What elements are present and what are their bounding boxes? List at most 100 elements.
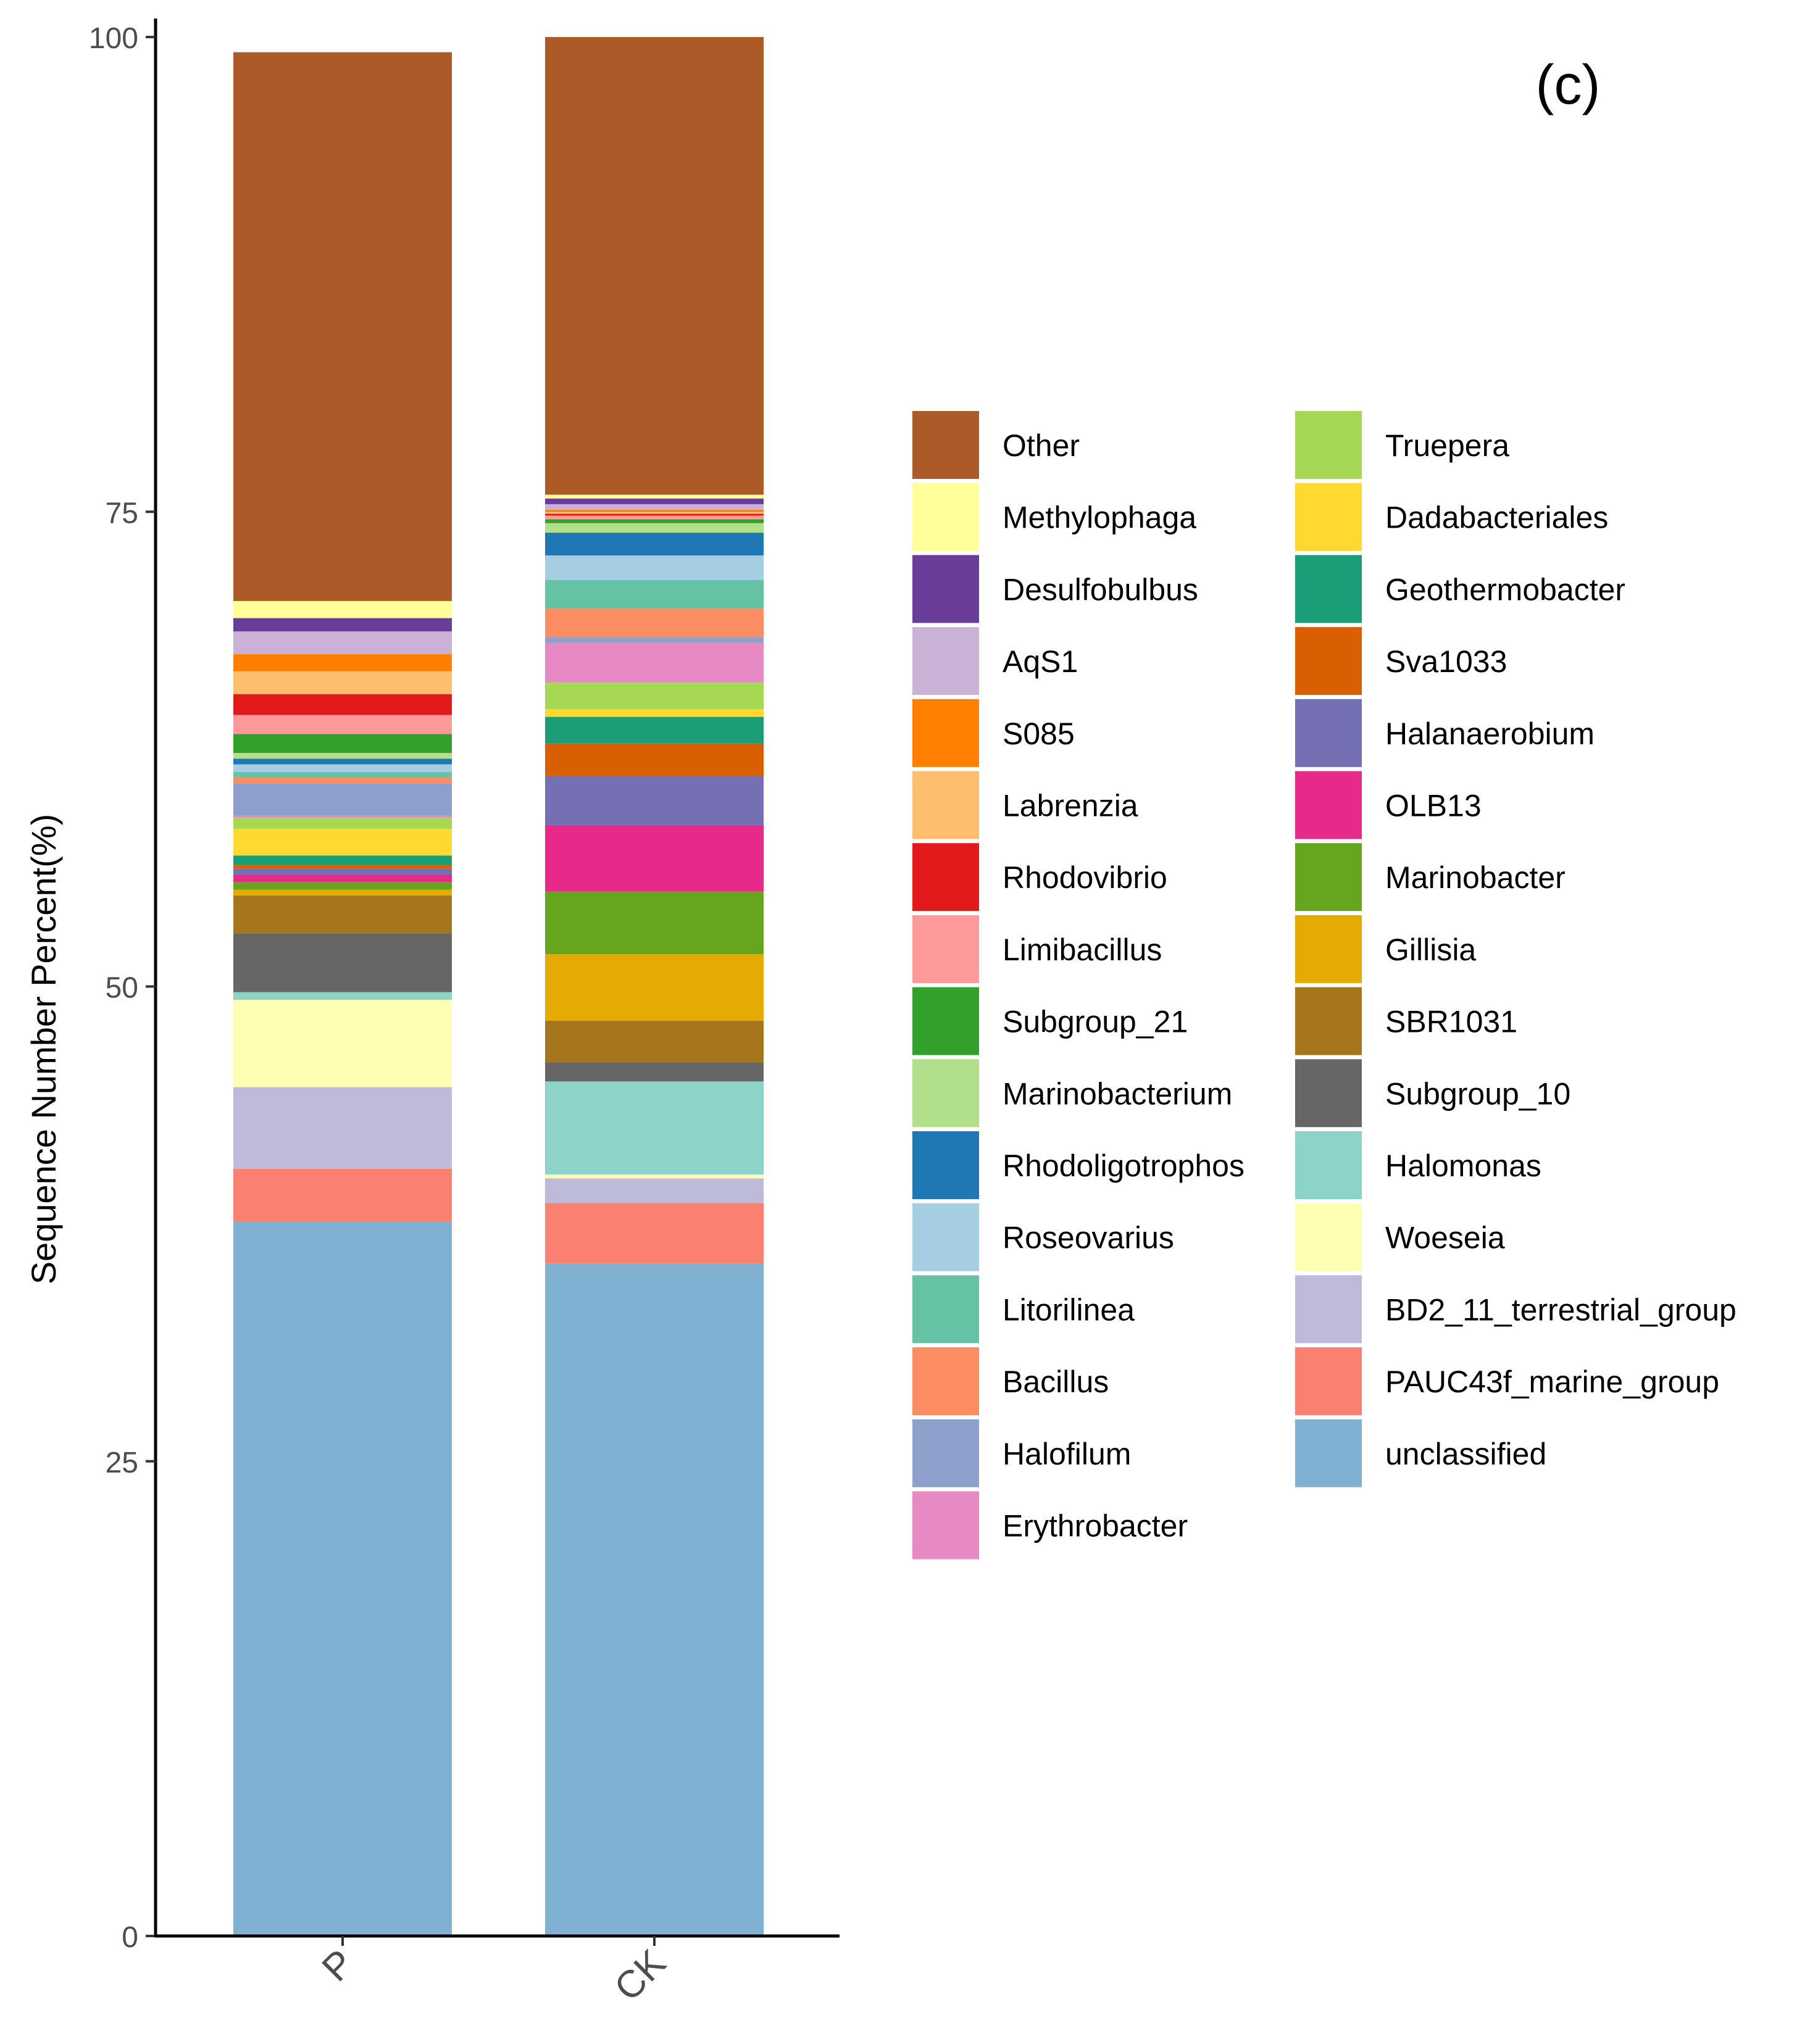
legend-key-sbr1031 xyxy=(1295,987,1362,1055)
legend-key-olb13 xyxy=(1295,771,1362,839)
legend-key-dadabacteriales xyxy=(1295,483,1362,551)
legend-label-unclassified: unclassified xyxy=(1385,1437,1546,1471)
bar-segment-p-litorilinea xyxy=(233,771,452,778)
bar-segment-ck-gillisia xyxy=(545,954,764,1021)
legend-label-geothermobacter: Geothermobacter xyxy=(1385,572,1625,607)
legend-label-methylophaga: Methylophaga xyxy=(1003,501,1196,535)
bar-segment-p-sbr1031 xyxy=(233,895,452,934)
legend-key-methylophaga xyxy=(912,483,979,551)
legend-key-roseovarius xyxy=(912,1203,979,1271)
bar-segment-ck-unclassified xyxy=(545,1263,764,1936)
legend-key-erythrobacter xyxy=(912,1491,979,1560)
bar-segment-ck-dadabacteriales xyxy=(545,709,764,717)
legend-key-subgroup-10 xyxy=(1295,1059,1362,1128)
bar-segment-ck-sva1033 xyxy=(545,743,764,776)
x-tick-label-ck: CK xyxy=(606,1942,674,2009)
legend-label-subgroup-21: Subgroup_21 xyxy=(1003,1005,1188,1039)
bar-segment-p-s085 xyxy=(233,654,452,671)
bar-segment-ck-marinobacter xyxy=(545,891,764,955)
legend-key-subgroup-21 xyxy=(912,987,979,1055)
bar-segment-ck-erythrobacter xyxy=(545,642,764,683)
bar-segment-ck-halanaerobium xyxy=(545,775,764,825)
bar-segment-p-halanaerobium xyxy=(233,868,452,875)
legend-key-limibacillus xyxy=(912,915,979,983)
legend-label-erythrobacter: Erythrobacter xyxy=(1003,1509,1188,1543)
legend-label-other: Other xyxy=(1003,428,1080,463)
legend-label-labrenzia: Labrenzia xyxy=(1003,789,1138,823)
bar-segment-ck-other xyxy=(545,37,764,495)
bar-segment-ck-halofilum xyxy=(545,637,764,643)
bar-segment-ck-bacillus xyxy=(545,609,764,638)
bar-segment-ck-limibacillus xyxy=(545,515,764,520)
legend-key-rhodoligotrophos xyxy=(912,1131,979,1199)
y-tick-label: 75 xyxy=(106,497,138,530)
legend-label-roseovarius: Roseovarius xyxy=(1003,1221,1174,1255)
y-tick-label: 50 xyxy=(106,972,138,1005)
bar-segment-ck-pauc43f-marine-group xyxy=(545,1203,764,1264)
bar-segment-p-bacillus xyxy=(233,778,452,784)
legend-key-litorilinea xyxy=(912,1275,979,1344)
legend-key-s085 xyxy=(912,699,979,767)
panel-label: (c) xyxy=(1536,54,1601,116)
legend-label-olb13: OLB13 xyxy=(1385,789,1482,823)
bar-segment-p-gillisia xyxy=(233,889,452,895)
bar-segment-p-rhodoligotrophos xyxy=(233,758,452,765)
bar-segment-ck-rhodoligotrophos xyxy=(545,533,764,556)
bar-segment-ck-olb13 xyxy=(545,825,764,892)
legend-label-marinobacterium: Marinobacterium xyxy=(1003,1076,1232,1111)
bar-segment-ck-woeseia xyxy=(545,1174,764,1179)
y-axis-title: Sequence Number Percent(%) xyxy=(24,814,63,1285)
bar-segment-p-subgroup-10 xyxy=(233,933,452,992)
legend-label-rhodoligotrophos: Rhodoligotrophos xyxy=(1003,1149,1245,1183)
legend-key-truepera xyxy=(1295,411,1362,479)
bar-segment-p-truepera xyxy=(233,817,452,829)
bar-segment-ck-halomonas xyxy=(545,1081,764,1175)
legend-label-aqs1: AqS1 xyxy=(1003,644,1078,679)
legend: Other Methylophaga Desulfobulbus AqS1 S085 La… xyxy=(912,411,1737,1560)
y-tick-label: 100 xyxy=(89,22,138,55)
legend-key-woeseia xyxy=(1295,1203,1362,1271)
legend-label-limibacillus: Limibacillus xyxy=(1003,933,1162,967)
legend-label-halanaerobium: Halanaerobium xyxy=(1385,717,1595,751)
legend-label-desulfobulbus: Desulfobulbus xyxy=(1003,572,1198,607)
legend-key-bacillus xyxy=(912,1347,979,1416)
legend-label-rhodovibrio: Rhodovibrio xyxy=(1003,860,1167,895)
legend-label-halomonas: Halomonas xyxy=(1385,1149,1541,1183)
bar-segment-p-olb13 xyxy=(233,874,452,883)
y-tick-label: 25 xyxy=(106,1447,138,1479)
legend-key-marinobacter xyxy=(1295,843,1362,912)
bar-segment-p-aqs1 xyxy=(233,631,452,655)
bar-segment-p-woeseia xyxy=(233,1000,452,1087)
legend-label-bd2-11-terrestrial-group: BD2_11_terrestrial_group xyxy=(1385,1292,1737,1327)
legend-label-s085: S085 xyxy=(1003,717,1075,751)
bar-segment-ck-geothermobacter xyxy=(545,717,764,744)
bar-segment-ck-s085 xyxy=(545,510,764,512)
bar-segment-p-erythrobacter xyxy=(233,815,452,818)
legend-label-subgroup-10: Subgroup_10 xyxy=(1385,1076,1570,1111)
bar-segment-p-desulfobulbus xyxy=(233,618,452,632)
legend-key-gillisia xyxy=(1295,915,1362,983)
bar-segment-p-unclassified xyxy=(233,1222,452,1936)
bar-segment-p-halofilum xyxy=(233,783,452,816)
bar-segment-ck-subgroup-21 xyxy=(545,519,764,523)
x-tick-label-p: P xyxy=(314,1942,362,1990)
bar-segment-ck-marinobacterium xyxy=(545,523,764,533)
legend-key-pauc43f-marine-group xyxy=(1295,1347,1362,1416)
legend-key-sva1033 xyxy=(1295,627,1362,696)
legend-label-dadabacteriales: Dadabacteriales xyxy=(1385,501,1608,535)
legend-key-marinobacterium xyxy=(912,1059,979,1128)
legend-label-gillisia: Gillisia xyxy=(1385,933,1476,967)
legend-key-halanaerobium xyxy=(1295,699,1362,767)
legend-label-halofilum: Halofilum xyxy=(1003,1437,1131,1471)
legend-key-bd2-11-terrestrial-group xyxy=(1295,1275,1362,1344)
bar-segment-ck-subgroup-10 xyxy=(545,1062,764,1082)
legend-label-sbr1031: SBR1031 xyxy=(1385,1005,1517,1039)
legend-label-marinobacter: Marinobacter xyxy=(1385,860,1566,895)
bar-segment-ck-desulfobulbus xyxy=(545,498,764,504)
bar-segment-ck-methylophaga xyxy=(545,494,764,499)
y-axis: 0 25 50 75 100 xyxy=(89,19,157,1954)
bar-segment-ck-aqs1 xyxy=(545,504,764,510)
bar-segment-p-limibacillus xyxy=(233,715,452,734)
legend-key-geothermobacter xyxy=(1295,555,1362,623)
